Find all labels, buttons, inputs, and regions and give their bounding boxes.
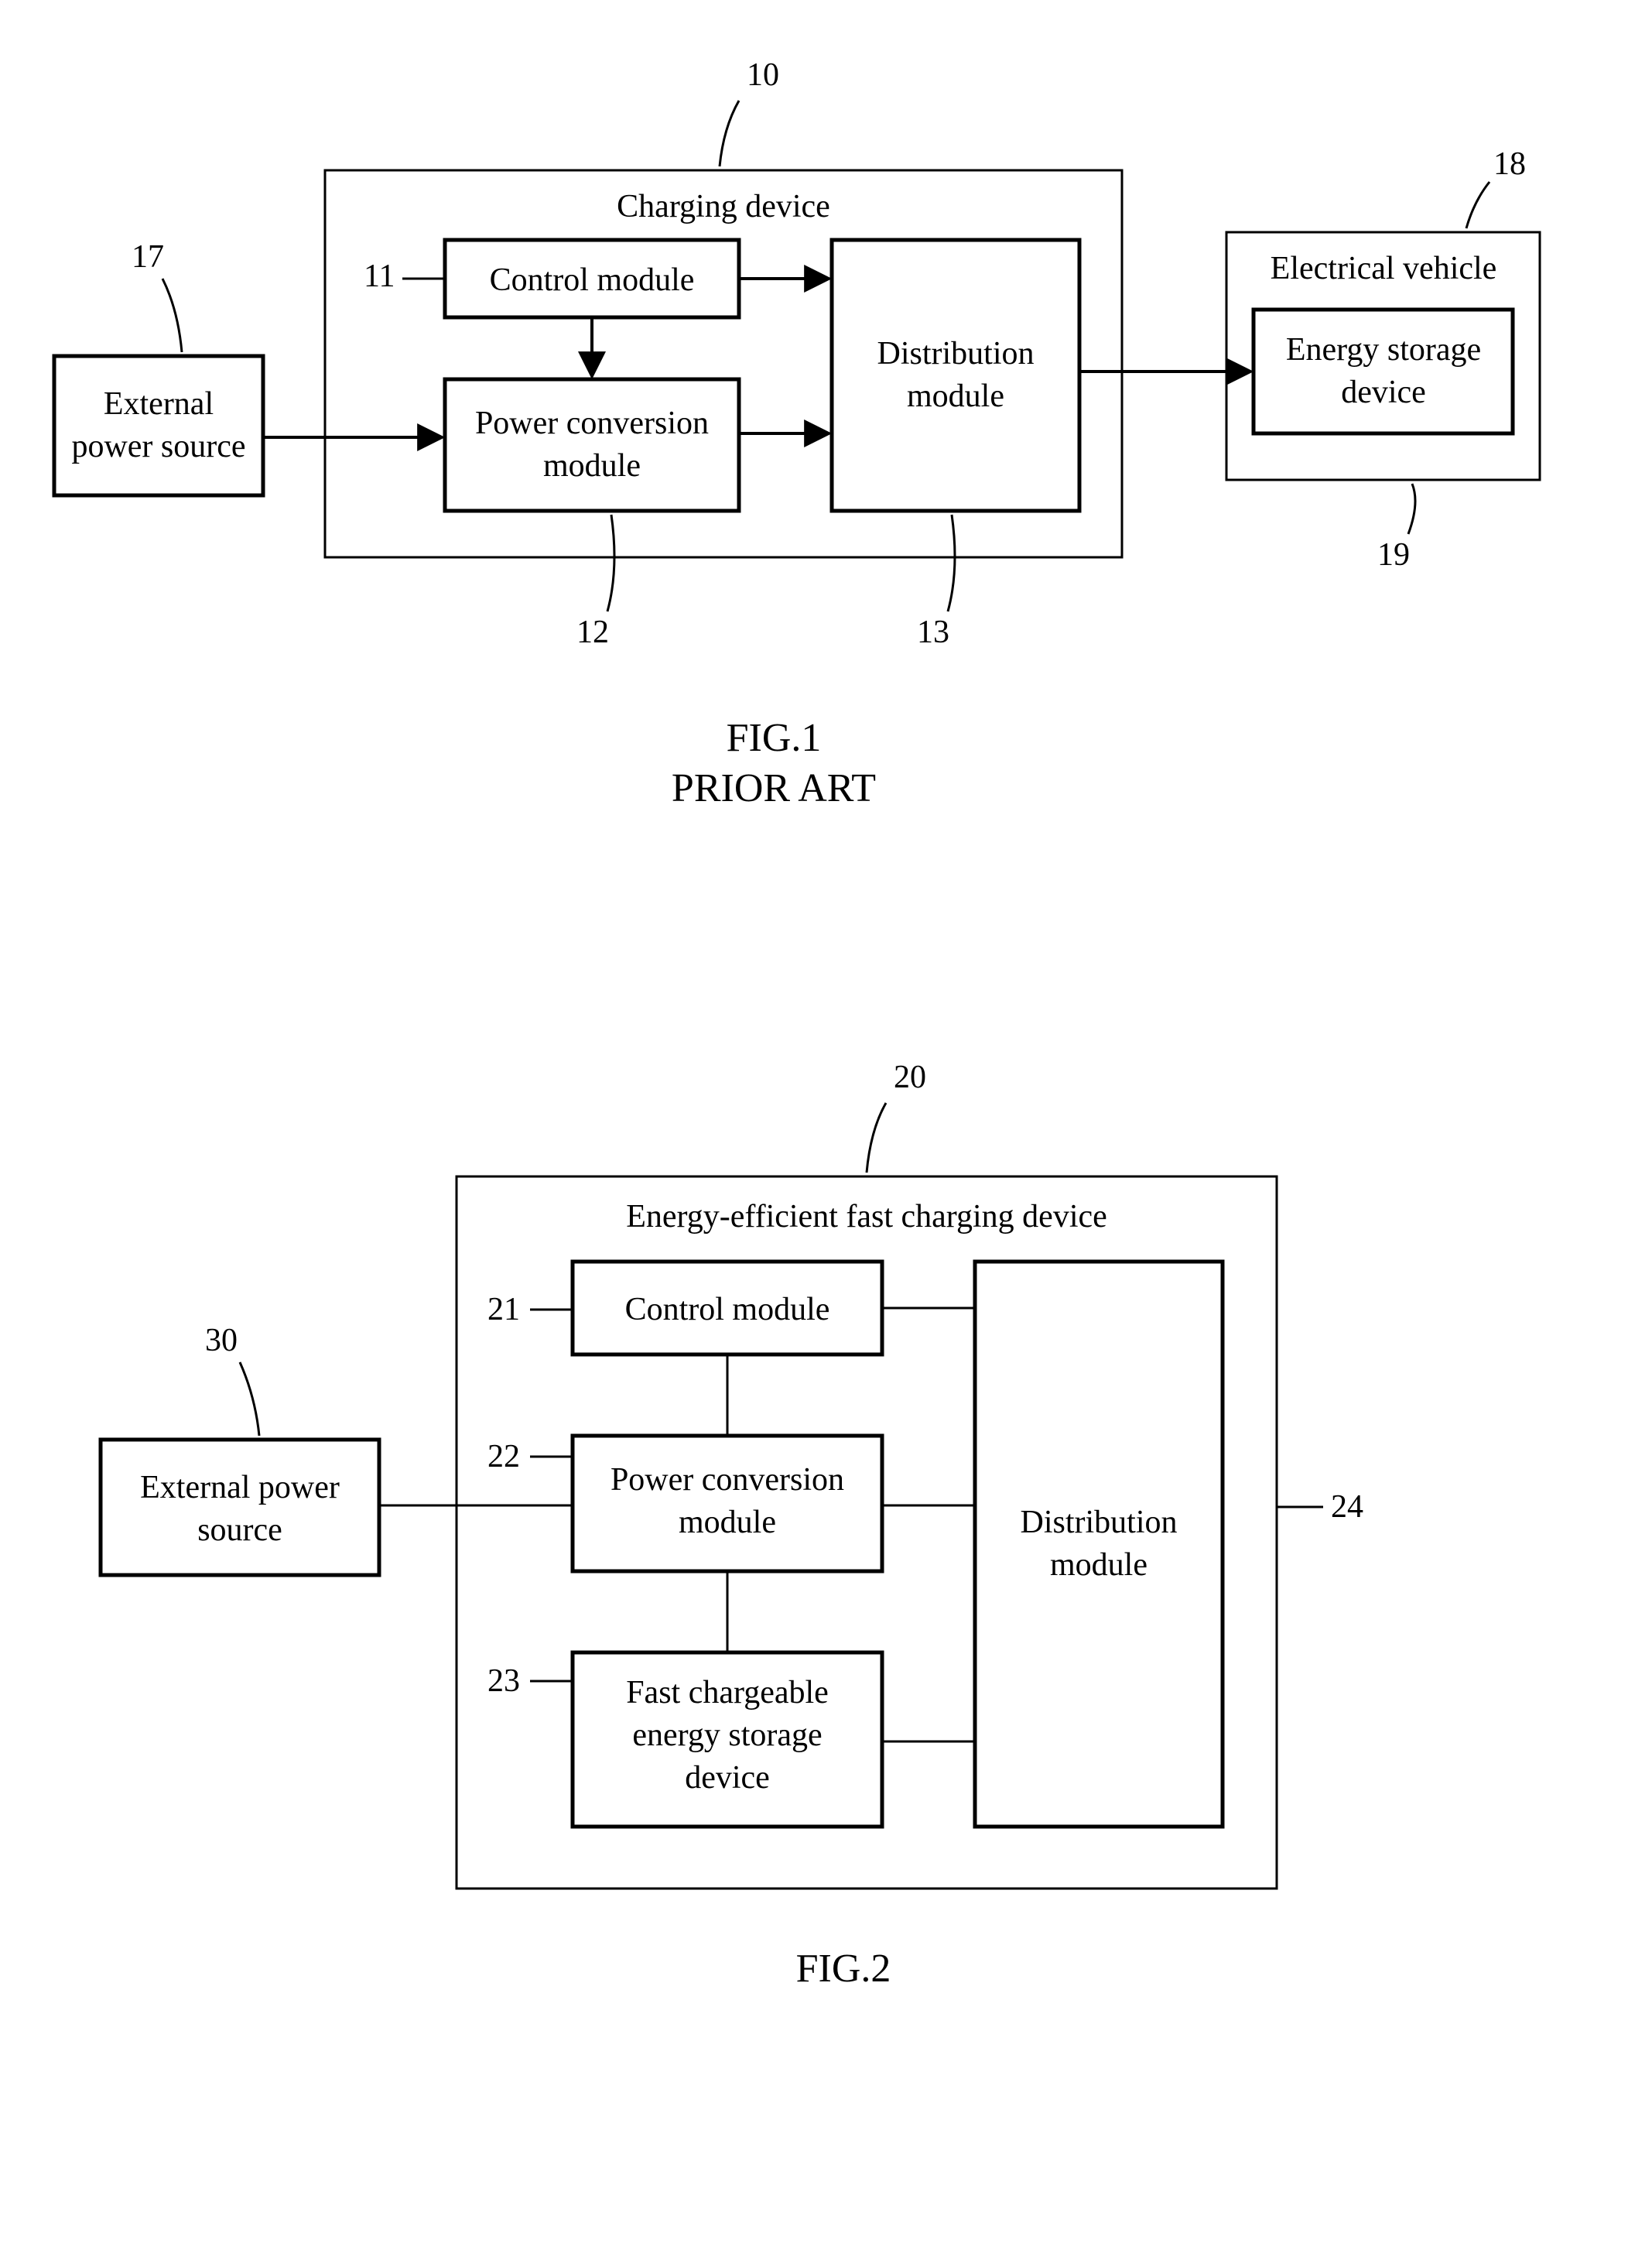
leader-18 [1466,182,1490,228]
ref-20: 20 [894,1060,926,1095]
ref-19: 19 [1377,537,1410,573]
power-conversion-label-2: module [543,448,641,484]
dist-2-label-2: module [1050,1547,1148,1583]
leader-10 [720,101,739,166]
energy-storage-box: Energy storage device [1254,310,1513,433]
fig2-caption: FIG.2 [796,1947,891,1991]
distribution-label-1: Distribution [877,336,1034,372]
figure-2: External power source 30 Energy-efficien… [101,1060,1363,1991]
pcm-2-label-2: module [679,1505,776,1540]
charging-device-title: Charging device [617,189,830,224]
eefcd-title: Energy-efficient fast charging device [626,1199,1107,1235]
ref-13: 13 [917,615,949,650]
energy-storage-label-1: Energy storage [1286,332,1481,368]
leader-30 [240,1362,259,1436]
fast-chargeable-box: Fast chargeable energy storage device [573,1652,882,1827]
distribution-module-box: Distribution module [832,240,1079,511]
fig1-caption-1: FIG.1 [727,716,822,760]
figure-1: External power source 17 Charging device… [54,57,1540,810]
fcesd-label-2: energy storage [632,1717,822,1753]
pcm-2-label-1: Power conversion [611,1462,844,1498]
ext-power-2-label-1: External power [140,1470,340,1505]
power-conversion-box: Power conversion module [445,379,739,511]
ext-power-2-label-2: source [197,1512,282,1548]
fcesd-label-3: device [685,1760,770,1796]
fig1-caption-2: PRIOR ART [672,766,876,810]
ref-11: 11 [364,259,395,294]
ref-18: 18 [1493,146,1526,182]
electrical-vehicle-title: Electrical vehicle [1271,251,1497,286]
power-conversion-2-box: Power conversion module [573,1436,882,1571]
control-module-box: Control module [445,240,739,317]
leader-17 [162,279,182,352]
external-power-source-box: External power source [54,356,263,495]
leader-12 [607,515,614,611]
distribution-2-box: Distribution module [975,1262,1223,1827]
ref-21: 21 [487,1292,520,1327]
leader-13 [948,515,955,611]
control-module-label: Control module [490,262,695,298]
control-module-2-box: Control module [573,1262,882,1354]
ref-30: 30 [205,1323,238,1358]
ref-23: 23 [487,1663,520,1699]
ext-power-box-2: External power source [101,1440,379,1575]
energy-storage-label-2: device [1341,375,1426,410]
ref-24: 24 [1331,1489,1363,1525]
distribution-label-2: module [907,378,1004,414]
diagram-canvas: External power source 17 Charging device… [0,0,1652,2267]
external-power-label-1: External [104,386,214,422]
control-module-2-label: Control module [625,1292,830,1327]
ref-22: 22 [487,1439,520,1474]
leader-19 [1408,484,1415,534]
power-conversion-label-1: Power conversion [475,406,709,441]
ref-10: 10 [747,57,779,93]
external-power-label-2: power source [71,429,245,464]
ref-17: 17 [132,239,164,275]
fcesd-label-1: Fast chargeable [626,1675,829,1711]
ref-12: 12 [576,615,609,650]
dist-2-label-1: Distribution [1020,1505,1177,1540]
leader-20 [867,1103,886,1173]
